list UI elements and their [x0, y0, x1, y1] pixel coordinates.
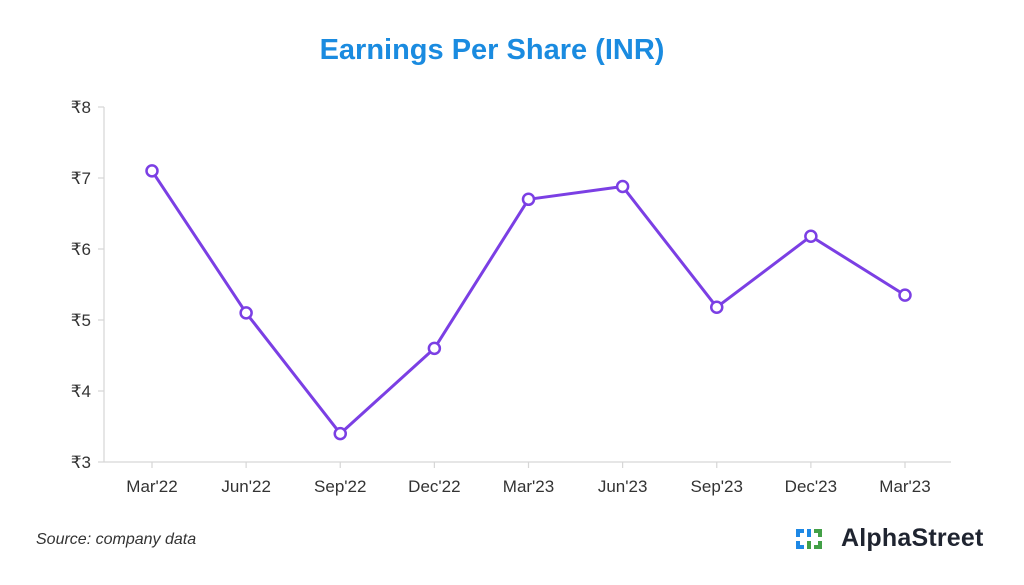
x-tick-label: Jun'22 — [221, 477, 271, 496]
data-point — [804, 229, 818, 243]
y-tick-label: ₹6 — [71, 240, 91, 259]
x-tick-label: Jun'23 — [598, 477, 648, 496]
data-point — [427, 341, 442, 356]
data-point — [239, 306, 253, 320]
y-tick-label: ₹3 — [71, 453, 91, 472]
eps-series-line — [150, 170, 906, 436]
x-tick-label: Sep'22 — [314, 477, 366, 496]
brand-name: AlphaStreet — [841, 524, 984, 552]
data-point — [710, 300, 724, 314]
y-tick-label: ₹8 — [71, 98, 91, 117]
source-note: Source: company data — [36, 531, 197, 548]
x-tick-label: Mar'22 — [126, 477, 177, 496]
x-tick-label: Sep'23 — [691, 477, 743, 496]
data-point — [898, 288, 912, 302]
x-tick-label: Mar'23 — [879, 477, 930, 496]
brand-logo: AlphaStreet — [793, 524, 984, 553]
chart-axes — [103, 107, 951, 463]
x-axis-ticks: Mar'22 Jun'22 Sep'22 Dec'22 Mar'23 Jun'23 Sep'… — [126, 462, 931, 496]
series-layer — [145, 164, 912, 441]
x-tick-label: Mar'23 — [503, 477, 554, 496]
y-tick-label: ₹4 — [71, 382, 91, 401]
x-tick-label: Dec'22 — [408, 477, 460, 496]
data-point — [145, 164, 159, 178]
y-tick-label: ₹5 — [71, 311, 91, 330]
y-tick-label: ₹7 — [71, 169, 91, 188]
chart-title: Earnings Per Share (INR) — [319, 34, 665, 66]
y-axis-ticks: ₹3 ₹4 ₹5 ₹6 ₹7 ₹8 — [71, 98, 104, 472]
data-point — [521, 192, 536, 207]
data-point — [333, 426, 347, 441]
data-point — [615, 179, 630, 194]
alphastreet-logo-icon — [796, 528, 822, 549]
x-tick-label: Dec'23 — [785, 477, 837, 496]
